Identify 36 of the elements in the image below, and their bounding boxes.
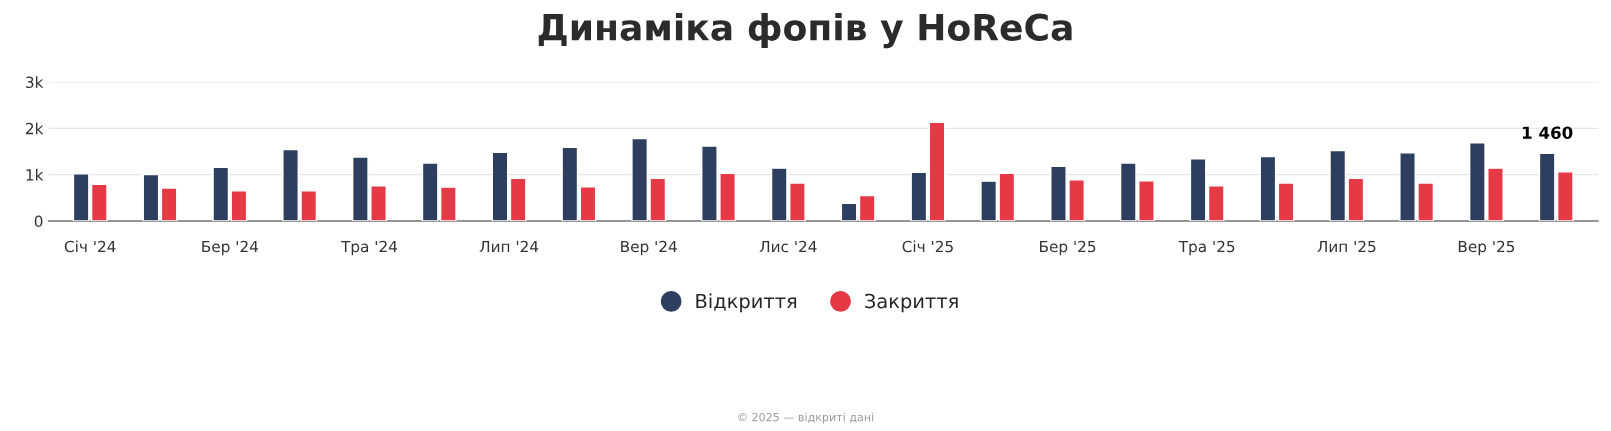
bar	[1259, 155, 1277, 221]
bar	[160, 187, 178, 221]
bar	[1277, 182, 1295, 221]
x-tick-label: Тра '25	[1178, 240, 1235, 256]
y-tick-label: 1k	[26, 168, 44, 181]
y-tick-label: 0	[34, 215, 43, 228]
bar	[858, 194, 876, 221]
y-tick-label: 3k	[26, 76, 44, 89]
x-tick-label: Січ '24	[64, 240, 116, 253]
legend-label: Відкриття	[696, 293, 797, 313]
x-tick-label: Січ '25	[902, 240, 953, 253]
x-tick-label: Тра '24	[340, 240, 398, 256]
x-tick-label: Лис '24	[759, 240, 817, 253]
x-tick-label: Лип '24	[479, 240, 539, 253]
y-tick-label: 2k	[26, 122, 44, 135]
bar	[579, 186, 597, 221]
bar	[840, 202, 858, 221]
bar	[509, 177, 527, 221]
x-tick-label: Бер '24	[202, 240, 259, 256]
bar	[491, 151, 509, 221]
x-tick-label: Вер '24	[621, 240, 677, 256]
bar	[928, 121, 946, 221]
bar	[1189, 158, 1207, 221]
legend-label: Закриття	[865, 293, 958, 313]
text: © 2025 — відкриті дані	[738, 412, 874, 424]
bar	[910, 171, 928, 221]
data-label: 1 460	[1522, 126, 1573, 140]
bar	[230, 190, 248, 221]
chart-title: Динаміка фопів у HoReCa	[538, 12, 1072, 49]
x-tick-label: Лип '25	[1317, 240, 1376, 253]
bar	[1207, 185, 1225, 221]
x-tick-label: Вер '25	[1458, 240, 1515, 256]
bar	[142, 173, 160, 221]
x-tick-label: Бер '25	[1040, 240, 1096, 256]
bar	[212, 166, 230, 221]
bar	[561, 146, 579, 221]
